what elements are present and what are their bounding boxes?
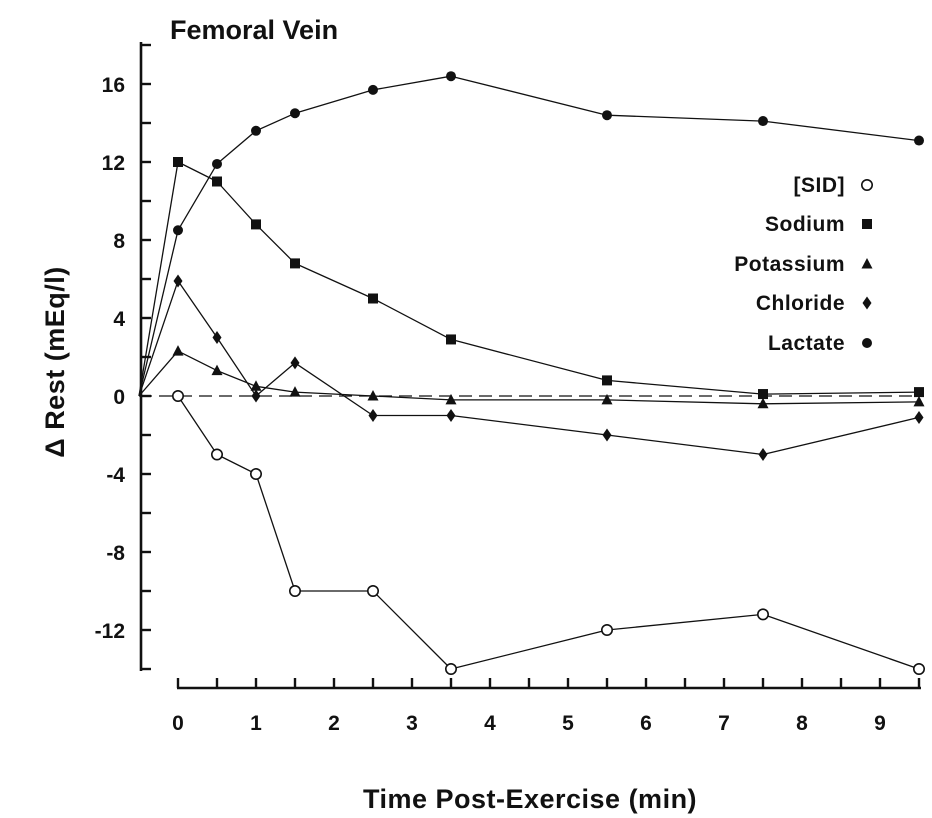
- legend-marker-chloride: [862, 296, 872, 310]
- potassium-point: [172, 345, 184, 356]
- sid-point: [288, 584, 301, 597]
- y-axis: -12 -8 -4 0 4 8 12 16: [95, 42, 151, 671]
- sodium-point: [914, 387, 924, 398]
- lactate-point: [446, 71, 456, 82]
- potassium-point: [250, 380, 262, 391]
- legend-label-potassium: Potassium: [734, 253, 845, 276]
- legend: [SID] Sodium Potassium Chloride Lactate: [734, 174, 873, 355]
- sid-point: [600, 623, 613, 636]
- sodium-point: [173, 157, 183, 167]
- x-tick-label: 6: [640, 712, 652, 735]
- potassium-line: [138, 350, 920, 405]
- series-chloride: [138, 274, 924, 461]
- legend-label-lactate: Lactate: [768, 332, 845, 355]
- chloride-point: [602, 428, 612, 442]
- series-potassium: [138, 345, 925, 409]
- chloride-point: [251, 389, 261, 403]
- potassium-point: [757, 397, 769, 409]
- series-sid: [172, 389, 925, 675]
- chloride-point: [914, 410, 924, 424]
- y-tick-label: 0: [113, 386, 125, 409]
- lactate-point: [758, 116, 768, 127]
- y-axis-title: Δ Rest (mEq/l): [40, 266, 70, 457]
- chloride-point: [446, 409, 456, 422]
- potassium-point: [289, 386, 301, 397]
- y-tick-label: 16: [102, 74, 125, 97]
- y-tick-label: 12: [102, 152, 125, 175]
- sodium-point: [251, 219, 261, 230]
- sid-line: [177, 395, 920, 670]
- x-tick-label: 1: [250, 712, 262, 735]
- sid-point: [172, 389, 185, 402]
- lactate-point: [368, 84, 378, 95]
- lactate-point: [602, 110, 612, 121]
- legend-marker-sodium: [862, 219, 872, 229]
- sodium-point: [290, 258, 300, 269]
- y-tick-label: -12: [95, 620, 125, 643]
- x-tick-label: 7: [718, 712, 730, 735]
- legend-marker-lactate: [862, 338, 872, 348]
- chloride-point: [758, 448, 768, 461]
- chloride-point: [173, 274, 183, 288]
- sodium-line: [138, 161, 920, 397]
- legend-label-chloride: Chloride: [756, 292, 845, 315]
- lactate-point: [914, 135, 924, 146]
- x-tick-label: 0: [172, 712, 184, 735]
- series-sodium: [138, 157, 924, 400]
- legend-label-sid: [SID]: [794, 174, 846, 197]
- sid-point: [211, 448, 224, 461]
- x-tick-label: 8: [796, 712, 808, 735]
- x-tick-label: 5: [562, 712, 574, 735]
- potassium-point: [913, 395, 925, 407]
- legend-marker-sid: [860, 179, 873, 192]
- y-tick-label: -8: [106, 542, 125, 565]
- sid-point: [912, 662, 925, 675]
- x-tick-label: 2: [328, 712, 340, 735]
- lactate-point: [173, 225, 183, 236]
- legend-marker-potassium: [861, 258, 873, 269]
- chloride-point: [368, 409, 378, 422]
- sid-point: [444, 662, 457, 675]
- sodium-point: [602, 375, 612, 386]
- sid-point: [756, 608, 769, 621]
- x-tick-label: 3: [406, 712, 418, 735]
- y-tick-label: 4: [113, 308, 125, 331]
- lactate-point: [212, 158, 222, 169]
- potassium-point: [601, 393, 613, 405]
- chloride-point: [290, 356, 300, 370]
- sodium-point: [368, 293, 378, 304]
- x-axis: 0 1 2 3 4 5 6 7 8 9: [172, 678, 921, 735]
- lactate-point: [290, 108, 300, 119]
- sodium-point: [446, 334, 456, 345]
- sodium-point: [758, 389, 768, 400]
- sid-point: [250, 467, 263, 480]
- x-tick-label: 9: [874, 712, 886, 735]
- x-axis-title: Time Post-Exercise (min): [363, 784, 697, 814]
- y-tick-label: -4: [106, 464, 125, 487]
- x-tick-label: 4: [484, 712, 496, 735]
- chart-title: Femoral Vein: [170, 15, 338, 45]
- y-tick-label: 8: [113, 230, 125, 253]
- series-layer: [138, 71, 925, 675]
- sid-point: [366, 584, 379, 597]
- chloride-point: [212, 331, 222, 344]
- legend-label-sodium: Sodium: [765, 213, 845, 236]
- lactate-point: [251, 125, 261, 136]
- series-lactate: [138, 71, 924, 397]
- lactate-line: [138, 75, 920, 397]
- potassium-point: [367, 390, 379, 401]
- potassium-point: [445, 393, 457, 405]
- potassium-point: [211, 364, 223, 376]
- sodium-point: [212, 176, 222, 187]
- chloride-line: [138, 280, 920, 456]
